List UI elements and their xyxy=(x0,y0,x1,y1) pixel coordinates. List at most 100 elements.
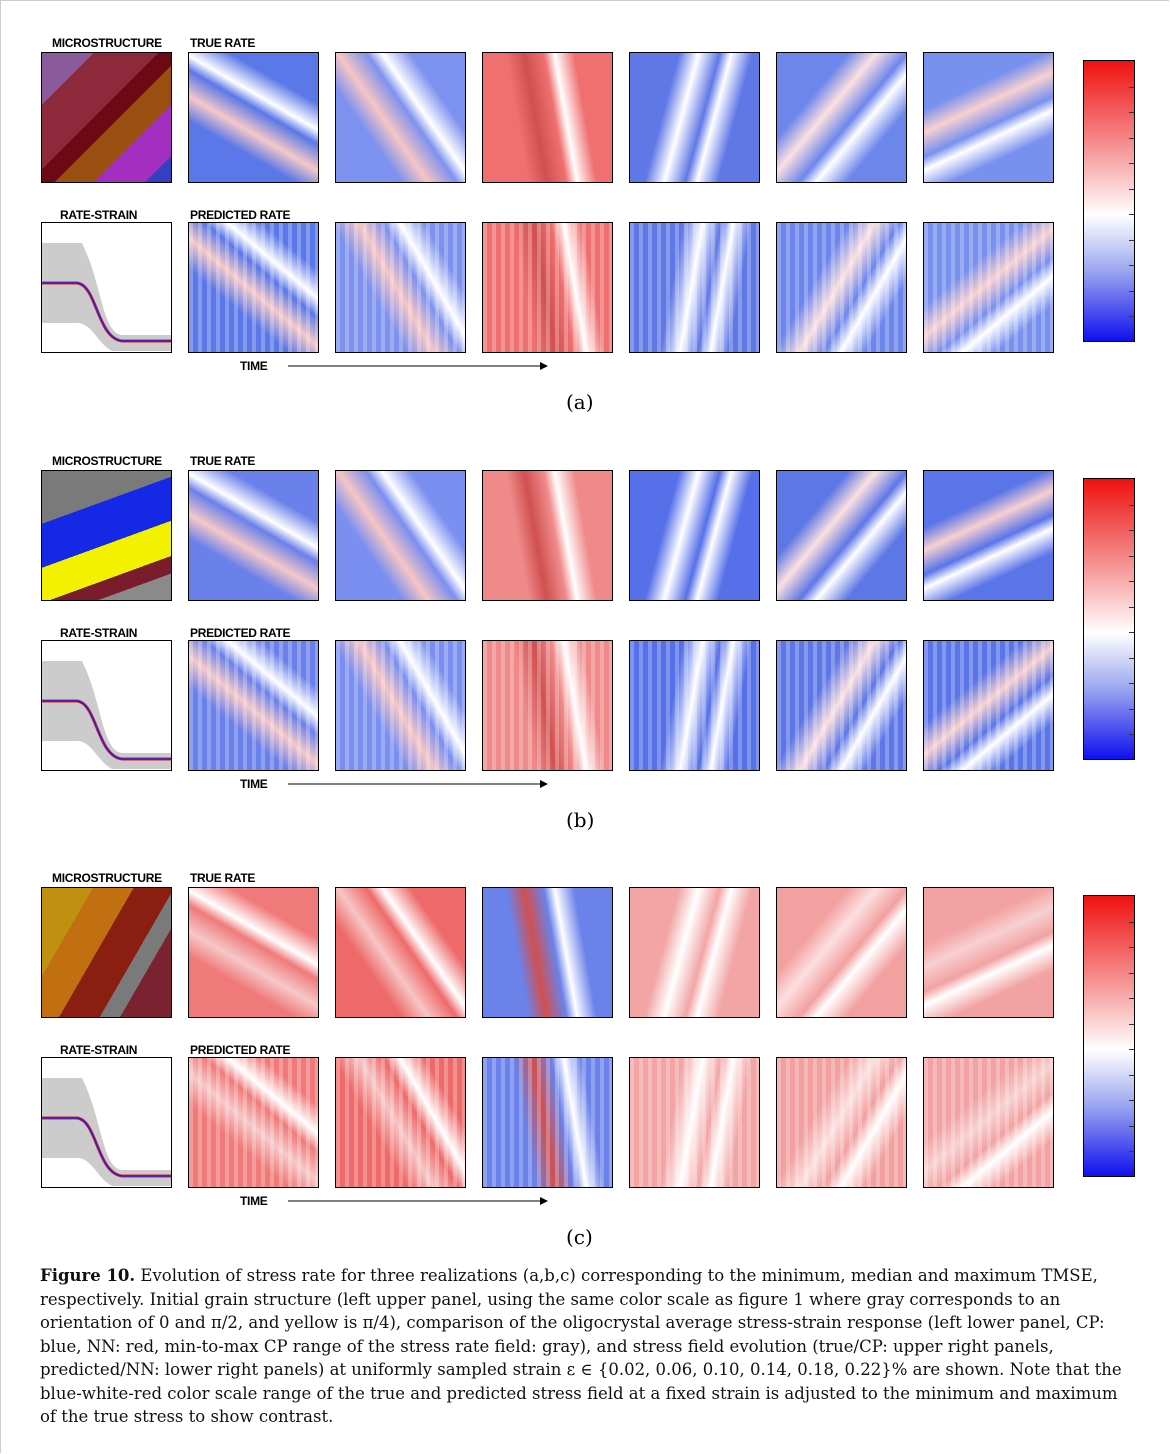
microstructure-label: MICROSTRUCTURE xyxy=(52,36,162,50)
rate-strain-label: RATE-STRAIN xyxy=(60,208,137,222)
true-rate-map xyxy=(188,470,319,601)
colorbar-tick xyxy=(1129,734,1134,735)
colorbar-tick xyxy=(1129,189,1134,190)
colorbar-tick xyxy=(1129,1126,1134,1127)
rate-strain-label: RATE-STRAIN xyxy=(60,1043,137,1057)
colorbar-tick xyxy=(1129,1049,1134,1050)
predicted-rate-map xyxy=(335,640,466,771)
colorbar-tick xyxy=(1129,683,1134,684)
predicted-rate-label: PREDICTED RATE xyxy=(190,626,290,640)
colorbar-tick xyxy=(1129,658,1134,659)
true-rate-map xyxy=(629,887,760,1018)
page: Figure 10. Evolution of stress rate for … xyxy=(0,0,1170,1454)
caption: Figure 10. Evolution of stress rate for … xyxy=(40,1264,1135,1429)
predicted-rate-map xyxy=(923,1057,1054,1188)
true-rate-label: TRUE RATE xyxy=(190,36,255,50)
colorbar-tick xyxy=(1129,581,1134,582)
true-rate-map xyxy=(776,887,907,1018)
colorbar-tick xyxy=(1129,1151,1134,1152)
colorbar-tick xyxy=(1129,240,1134,241)
predicted-rate-label: PREDICTED RATE xyxy=(190,208,290,222)
rate-strain-svg xyxy=(42,223,171,352)
time-arrow xyxy=(288,1195,558,1207)
colorbar-tick xyxy=(1129,709,1134,710)
colorbar-tick xyxy=(1129,291,1134,292)
predicted-rate-label: PREDICTED RATE xyxy=(190,1043,290,1057)
caption-text: Evolution of stress rate for three reali… xyxy=(40,1266,1122,1426)
rate-strain-svg xyxy=(42,1058,171,1187)
colorbar-tick xyxy=(1129,316,1134,317)
rate-strain-label: RATE-STRAIN xyxy=(60,626,137,640)
time-label: TIME xyxy=(240,359,267,373)
true-rate-map xyxy=(923,470,1054,601)
range-band xyxy=(42,661,171,769)
rate-strain-plot xyxy=(41,640,172,771)
predicted-rate-map xyxy=(335,222,466,353)
range-band xyxy=(42,1078,171,1186)
predicted-rate-map xyxy=(923,222,1054,353)
colorbar-tick xyxy=(1129,87,1134,88)
predicted-rate-map xyxy=(188,222,319,353)
microstructure-label: MICROSTRUCTURE xyxy=(52,454,162,468)
predicted-rate-map xyxy=(776,1057,907,1188)
colorbar-tick xyxy=(1129,530,1134,531)
true-rate-map xyxy=(188,887,319,1018)
colorbar-tick xyxy=(1129,1075,1134,1076)
colorbar-tick xyxy=(1129,214,1134,215)
colorbar xyxy=(1083,895,1135,1177)
true-rate-map xyxy=(629,470,760,601)
true-rate-map xyxy=(923,887,1054,1018)
microstructure-label: MICROSTRUCTURE xyxy=(52,871,162,885)
true-rate-map xyxy=(335,887,466,1018)
predicted-rate-map xyxy=(776,640,907,771)
true-rate-map xyxy=(923,52,1054,183)
colorbar-tick xyxy=(1129,505,1134,506)
rate-strain-plot xyxy=(41,222,172,353)
predicted-rate-map xyxy=(629,222,760,353)
predicted-rate-map xyxy=(776,222,907,353)
colorbar xyxy=(1083,478,1135,760)
colorbar-tick xyxy=(1129,998,1134,999)
rate-strain-svg xyxy=(42,641,171,770)
colorbar-tick xyxy=(1129,138,1134,139)
predicted-rate-map xyxy=(482,222,613,353)
predicted-rate-map xyxy=(188,1057,319,1188)
colorbar-tick xyxy=(1129,1100,1134,1101)
true-rate-map xyxy=(335,470,466,601)
colorbar-tick xyxy=(1129,632,1134,633)
time-arrow xyxy=(288,360,558,372)
microstructure-image xyxy=(41,470,172,601)
true-rate-map xyxy=(482,470,613,601)
colorbar-tick xyxy=(1129,163,1134,164)
predicted-rate-map xyxy=(923,640,1054,771)
predicted-rate-map xyxy=(629,1057,760,1188)
predicted-rate-map xyxy=(335,1057,466,1188)
true-rate-label: TRUE RATE xyxy=(190,871,255,885)
time-label: TIME xyxy=(240,777,267,791)
panel-label: (c) xyxy=(566,1225,593,1249)
colorbar-tick xyxy=(1129,265,1134,266)
colorbar-tick xyxy=(1129,922,1134,923)
time-arrow xyxy=(288,778,558,790)
predicted-rate-map xyxy=(188,640,319,771)
rate-strain-plot xyxy=(41,1057,172,1188)
predicted-rate-map xyxy=(629,640,760,771)
microstructure-image xyxy=(41,52,172,183)
predicted-rate-map xyxy=(482,1057,613,1188)
predicted-rate-map xyxy=(482,640,613,771)
panel-label: (a) xyxy=(566,390,594,414)
colorbar-tick xyxy=(1129,1024,1134,1025)
true-rate-label: TRUE RATE xyxy=(190,454,255,468)
true-rate-map xyxy=(335,52,466,183)
colorbar-tick xyxy=(1129,556,1134,557)
colorbar-tick xyxy=(1129,947,1134,948)
colorbar xyxy=(1083,60,1135,342)
true-rate-map xyxy=(188,52,319,183)
time-label: TIME xyxy=(240,1194,267,1208)
microstructure-image xyxy=(41,887,172,1018)
colorbar-tick xyxy=(1129,973,1134,974)
true-rate-map xyxy=(482,887,613,1018)
range-band xyxy=(42,243,171,351)
colorbar-tick xyxy=(1129,607,1134,608)
true-rate-map xyxy=(482,52,613,183)
